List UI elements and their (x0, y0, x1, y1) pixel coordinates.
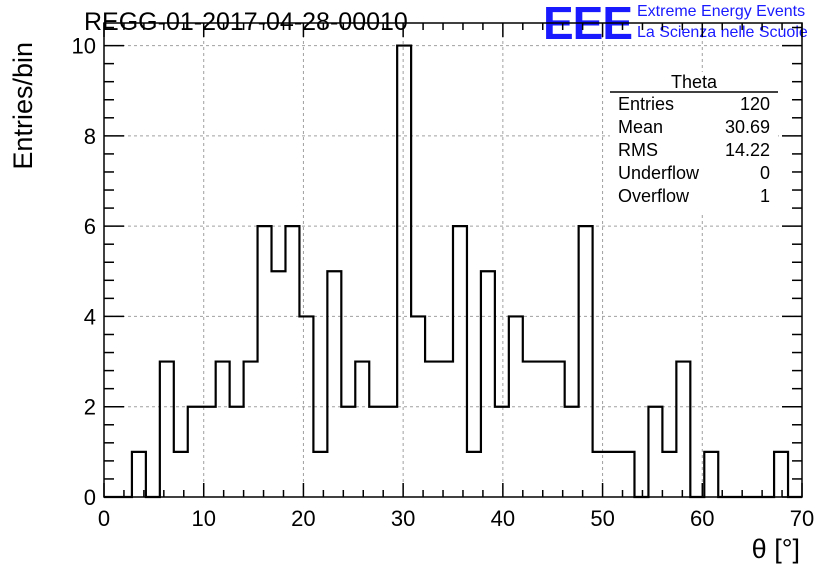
stats-label: Underflow (618, 163, 700, 183)
y-tick-label: 10 (72, 34, 96, 59)
histogram-bin (258, 226, 272, 497)
stats-value: 30.69 (725, 117, 770, 137)
histogram-bin (230, 407, 244, 497)
histogram-bin (537, 362, 551, 497)
histogram-bin (272, 271, 286, 497)
histogram-bin (648, 407, 662, 497)
x-tick-label: 30 (391, 506, 415, 531)
histogram-bin (397, 46, 411, 497)
histogram-bin (676, 362, 690, 497)
y-tick-label: 4 (84, 304, 96, 329)
plot-frame (103, 22, 803, 498)
histogram-bars (104, 44, 802, 499)
stats-label: RMS (618, 140, 658, 160)
x-tick-label: 0 (98, 506, 110, 531)
stats-label: Mean (618, 117, 663, 137)
stats-name: Theta (671, 72, 718, 92)
histogram-bin (509, 316, 523, 497)
chart-title: REGG-01-2017-04-28-00010 (84, 8, 408, 36)
histogram-bin (607, 452, 621, 497)
histogram-bin (299, 316, 313, 497)
histogram-bin (313, 452, 327, 497)
y-axis-label: Entries/bin (8, 42, 38, 170)
histogram-bin (495, 407, 509, 497)
stats-value: 120 (740, 94, 770, 114)
histogram-bin (341, 407, 355, 497)
histogram-bin (425, 362, 439, 497)
x-tick-label: 70 (790, 506, 814, 531)
histogram-bin (285, 226, 299, 497)
x-axis-label: θ [°] (752, 534, 800, 564)
histogram-bin (327, 271, 341, 497)
histogram-bin (439, 362, 453, 497)
histogram-bin (188, 407, 202, 497)
logo-text-line2: La Scienza nelle Scuole (637, 24, 808, 41)
stats-box: Theta Entries 120 Mean 30.69 RMS 14.22 Underfl… (610, 72, 778, 212)
histogram-bin (662, 452, 676, 497)
stats-rows: Entries 120 Mean 30.69 RMS 14.22 Underflow 0 Ove… (618, 94, 770, 206)
histogram-bin (369, 407, 383, 497)
histogram-bin (593, 452, 607, 497)
x-tick-label: 60 (690, 506, 714, 531)
histogram-bin (160, 362, 174, 497)
histogram-bin (174, 452, 188, 497)
histogram-bin (383, 407, 397, 497)
x-tick-label: 50 (590, 506, 614, 531)
histogram-bin (551, 362, 565, 497)
histogram-bin (467, 452, 481, 497)
histogram-bin (579, 226, 593, 497)
logo-text-line1: Extreme Energy Events (637, 3, 806, 20)
histogram-bin (704, 452, 718, 497)
x-tick-label: 10 (191, 506, 215, 531)
y-tick-label: 8 (84, 124, 96, 149)
x-tick-label: 40 (491, 506, 515, 531)
histogram-bin (481, 271, 495, 497)
y-tick-label: 6 (84, 214, 96, 239)
x-tick-label: 20 (291, 506, 315, 531)
stats-label: Entries (618, 94, 674, 114)
stats-value: 0 (760, 163, 770, 183)
histogram-bin (355, 362, 369, 497)
y-tick-label: 2 (84, 395, 96, 420)
histogram-bin (523, 362, 537, 497)
histogram-bin (453, 226, 467, 497)
histogram-bin (244, 362, 258, 497)
stats-value: 14.22 (725, 140, 770, 160)
histogram-bin (216, 362, 230, 497)
y-tick-label: 0 (84, 485, 96, 510)
stats-label: Overflow (618, 186, 690, 206)
histogram-bin (565, 407, 579, 497)
histogram-bin (774, 452, 788, 497)
histogram-outline (104, 44, 802, 499)
axis-ticks (103, 23, 803, 498)
stats-value: 1 (760, 186, 770, 206)
stats-background (610, 72, 778, 212)
histogram-bin (411, 316, 425, 497)
